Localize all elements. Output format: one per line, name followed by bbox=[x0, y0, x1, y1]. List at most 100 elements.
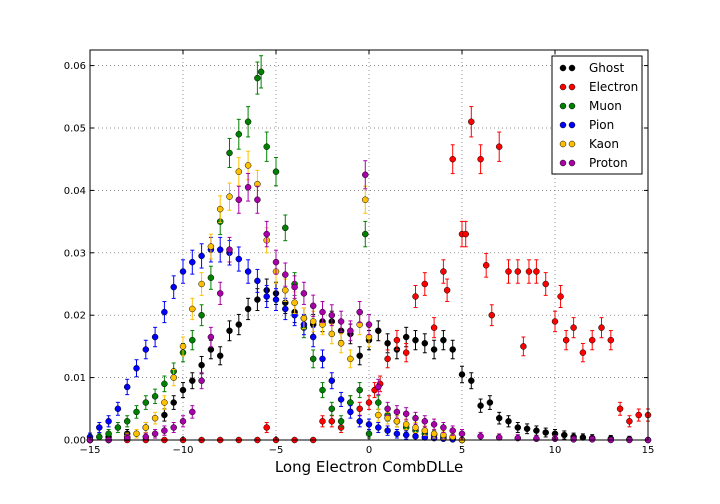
data-point bbox=[393, 430, 401, 438]
data-point bbox=[440, 424, 447, 431]
data-point bbox=[170, 374, 177, 381]
data-point bbox=[458, 430, 466, 438]
data-point bbox=[607, 336, 615, 344]
data-point bbox=[375, 383, 382, 391]
data-point bbox=[505, 418, 512, 425]
data-point bbox=[598, 324, 605, 331]
x-tick-label: 15 bbox=[642, 445, 655, 456]
data-point bbox=[133, 430, 140, 438]
data-point bbox=[462, 230, 469, 238]
data-point bbox=[449, 427, 456, 434]
data-point bbox=[319, 355, 326, 363]
data-point bbox=[635, 411, 642, 419]
data-point bbox=[235, 196, 243, 204]
data-point bbox=[114, 424, 122, 431]
data-point bbox=[272, 296, 280, 303]
data-point bbox=[468, 377, 475, 384]
data-point bbox=[319, 386, 326, 394]
data-point bbox=[235, 321, 243, 328]
legend-marker bbox=[559, 102, 567, 110]
data-point bbox=[189, 305, 196, 313]
data-point bbox=[616, 405, 624, 413]
legend-marker bbox=[568, 121, 576, 129]
data-point bbox=[495, 434, 503, 441]
data-point bbox=[542, 280, 549, 288]
data-point bbox=[412, 414, 419, 422]
data-point bbox=[189, 408, 196, 416]
data-point bbox=[142, 346, 150, 353]
data-point bbox=[477, 155, 484, 163]
legend-label: Kaon bbox=[589, 137, 619, 151]
data-point bbox=[105, 430, 112, 438]
data-point bbox=[421, 280, 429, 288]
data-point bbox=[561, 431, 568, 439]
data-point bbox=[430, 346, 438, 353]
data-point bbox=[514, 424, 522, 431]
data-point bbox=[319, 308, 326, 316]
legend-item-muon: Muon bbox=[559, 99, 622, 113]
x-tick-label: 0 bbox=[366, 445, 372, 456]
data-point bbox=[402, 333, 410, 341]
data-point bbox=[309, 333, 317, 341]
data-point bbox=[328, 330, 336, 338]
y-tick-label: 0.04 bbox=[64, 186, 86, 197]
data-point bbox=[96, 424, 103, 431]
data-point bbox=[365, 421, 373, 428]
data-point bbox=[505, 268, 512, 275]
data-point bbox=[207, 346, 215, 353]
data-point bbox=[356, 418, 363, 425]
legend-item-electron: Electron bbox=[559, 80, 638, 94]
legend-label: Pion bbox=[589, 118, 614, 132]
data-point bbox=[235, 130, 243, 138]
data-point bbox=[179, 343, 187, 350]
x-tick-label: 10 bbox=[549, 445, 562, 456]
data-point bbox=[384, 405, 391, 413]
data-point bbox=[254, 74, 261, 82]
series-muon bbox=[86, 55, 466, 444]
legend-marker bbox=[568, 102, 576, 110]
data-point bbox=[198, 280, 205, 288]
data-point bbox=[226, 149, 233, 157]
data-point bbox=[282, 224, 289, 232]
data-point bbox=[170, 399, 177, 406]
data-point bbox=[375, 399, 382, 406]
data-point bbox=[254, 296, 261, 303]
data-point bbox=[495, 143, 503, 150]
data-point bbox=[458, 371, 466, 378]
data-point bbox=[272, 258, 280, 266]
legend-marker bbox=[559, 64, 567, 72]
data-point bbox=[207, 243, 215, 250]
data-point bbox=[440, 336, 447, 344]
data-point bbox=[254, 277, 261, 285]
data-point bbox=[356, 386, 363, 394]
data-point bbox=[170, 283, 177, 291]
data-point bbox=[347, 327, 354, 335]
data-point bbox=[151, 430, 159, 438]
data-point bbox=[272, 168, 280, 175]
y-tick-label: 0.05 bbox=[64, 124, 86, 135]
data-point bbox=[588, 336, 596, 344]
data-point bbox=[430, 430, 438, 438]
data-point bbox=[244, 305, 252, 313]
data-point bbox=[430, 421, 438, 428]
data-point bbox=[133, 364, 140, 372]
data-point bbox=[514, 268, 522, 275]
data-point bbox=[362, 230, 369, 238]
data-point bbox=[495, 414, 503, 422]
data-point bbox=[430, 324, 438, 331]
data-point bbox=[412, 293, 419, 300]
data-point bbox=[365, 430, 373, 438]
data-points bbox=[86, 55, 652, 444]
series-electron bbox=[86, 106, 652, 444]
x-tick-label: −5 bbox=[269, 445, 284, 456]
data-point bbox=[365, 399, 373, 406]
data-point bbox=[170, 424, 177, 431]
data-point bbox=[114, 405, 122, 413]
data-point bbox=[356, 405, 363, 413]
legend-marker bbox=[568, 64, 576, 72]
data-point bbox=[421, 340, 429, 347]
y-tick-label: 0.06 bbox=[64, 61, 86, 72]
data-point bbox=[244, 162, 252, 169]
data-point bbox=[440, 268, 447, 275]
